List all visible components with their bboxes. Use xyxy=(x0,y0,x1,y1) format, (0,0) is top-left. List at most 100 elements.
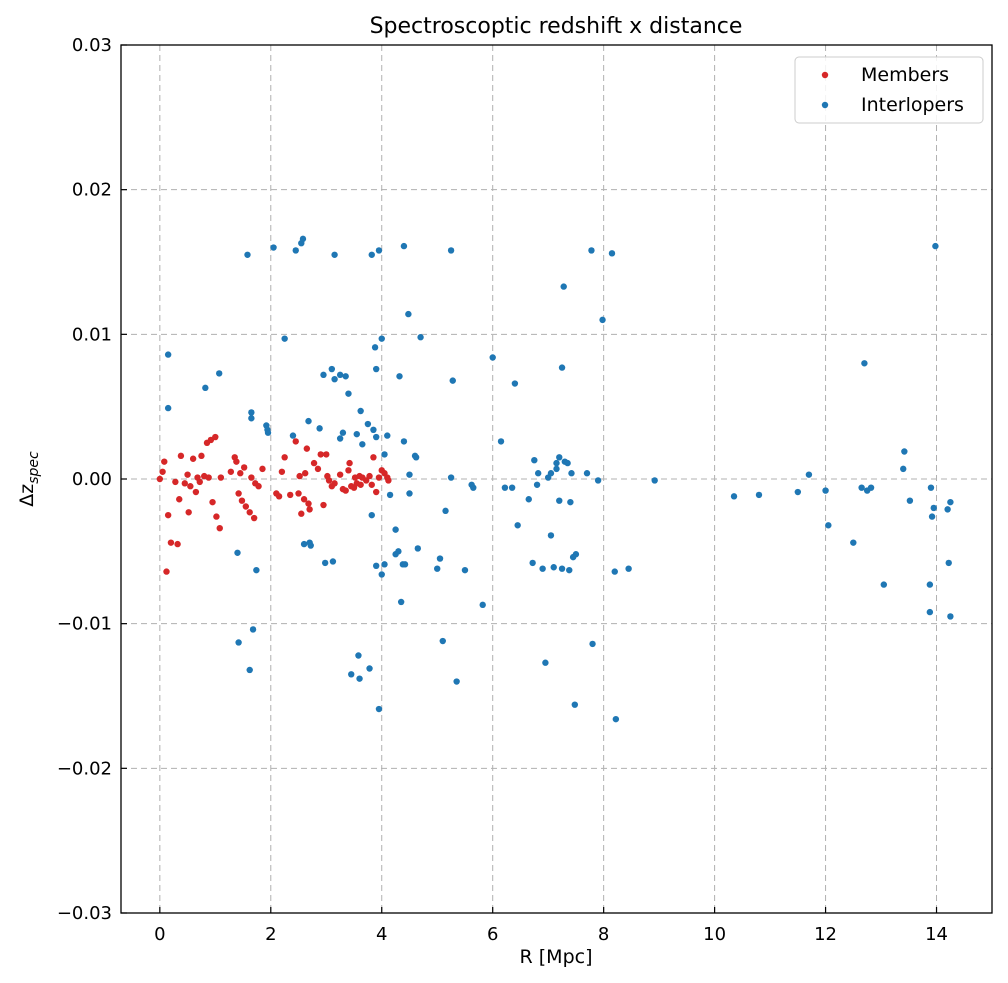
data-point xyxy=(316,425,323,432)
data-point xyxy=(164,404,172,412)
data-point xyxy=(396,373,403,380)
data-point xyxy=(370,426,377,434)
data-point xyxy=(359,441,366,448)
data-point xyxy=(947,498,954,506)
data-point xyxy=(589,640,596,648)
data-point xyxy=(235,639,242,646)
data-point xyxy=(156,475,164,483)
data-point xyxy=(556,454,563,461)
data-point xyxy=(927,484,935,491)
data-point xyxy=(805,471,813,478)
data-point xyxy=(163,568,170,575)
data-point xyxy=(336,435,344,442)
data-point xyxy=(651,477,658,484)
data-point xyxy=(529,559,536,567)
data-point xyxy=(533,481,541,488)
data-point xyxy=(177,452,185,460)
data-point xyxy=(571,701,579,708)
data-point xyxy=(447,474,455,481)
y-axis-title: Δzspec xyxy=(16,451,42,507)
data-point xyxy=(331,251,338,258)
x-tick-label: 14 xyxy=(925,924,948,945)
data-point xyxy=(233,458,240,465)
data-point xyxy=(246,666,253,674)
data-point xyxy=(296,472,303,480)
y-axis-title-subscript: spec xyxy=(26,451,42,484)
data-point xyxy=(397,598,405,606)
data-point xyxy=(364,420,372,428)
y-tick-label: 0.02 xyxy=(72,180,112,201)
data-point xyxy=(161,458,168,465)
data-point xyxy=(525,496,532,503)
data-point xyxy=(442,507,449,515)
data-point xyxy=(325,477,333,484)
data-point xyxy=(167,539,175,546)
data-point xyxy=(395,548,402,555)
data-point xyxy=(453,678,460,685)
legend-marker-members xyxy=(821,71,829,79)
data-point xyxy=(822,487,829,494)
data-point xyxy=(348,671,355,678)
data-point xyxy=(164,511,172,519)
data-point xyxy=(375,247,383,254)
data-point xyxy=(417,334,424,341)
series-interlopers xyxy=(164,235,954,723)
data-point xyxy=(346,459,353,467)
data-point xyxy=(240,464,248,471)
data-point xyxy=(205,474,212,481)
data-point xyxy=(900,465,907,473)
legend-label-interlopers: Interlopers xyxy=(861,94,964,116)
data-point xyxy=(339,429,347,436)
data-point xyxy=(558,364,566,371)
data-point xyxy=(184,471,191,478)
data-point xyxy=(320,371,327,379)
data-point xyxy=(248,415,255,422)
data-point xyxy=(381,451,388,458)
data-point xyxy=(612,715,620,723)
data-point xyxy=(373,562,380,569)
data-point xyxy=(558,565,566,572)
data-point xyxy=(794,488,802,496)
grid-lines xyxy=(121,45,992,913)
data-point xyxy=(303,445,311,452)
data-point xyxy=(368,251,375,258)
x-tick-label: 4 xyxy=(376,924,387,945)
data-point xyxy=(192,488,200,496)
data-point xyxy=(370,454,377,461)
data-point xyxy=(356,675,363,682)
data-point xyxy=(501,484,509,491)
data-point xyxy=(292,438,299,445)
data-point xyxy=(259,465,266,473)
data-point xyxy=(945,559,952,567)
series-members xyxy=(156,433,392,575)
data-point xyxy=(237,470,244,477)
data-point xyxy=(406,490,413,497)
data-point xyxy=(300,496,308,503)
data-point xyxy=(250,514,258,522)
data-point xyxy=(216,524,223,532)
data-point xyxy=(400,242,408,250)
data-point xyxy=(400,438,408,445)
data-point xyxy=(375,474,383,481)
data-point xyxy=(547,532,555,539)
data-point xyxy=(164,351,172,358)
data-point xyxy=(401,561,409,568)
data-point xyxy=(928,513,936,520)
data-point xyxy=(342,373,349,380)
data-point xyxy=(583,470,591,477)
data-point xyxy=(300,540,308,548)
data-point xyxy=(217,474,225,481)
data-point xyxy=(305,417,312,425)
data-point xyxy=(439,637,446,645)
data-point xyxy=(246,509,253,516)
data-point xyxy=(172,478,179,486)
data-point xyxy=(375,705,383,713)
data-point xyxy=(755,491,763,499)
data-point xyxy=(405,310,412,318)
legend: Members Interlopers xyxy=(794,56,984,124)
data-point xyxy=(479,601,486,609)
y-tick-label: −0.03 xyxy=(57,903,112,924)
data-point xyxy=(336,471,344,478)
legend-box xyxy=(794,56,984,124)
